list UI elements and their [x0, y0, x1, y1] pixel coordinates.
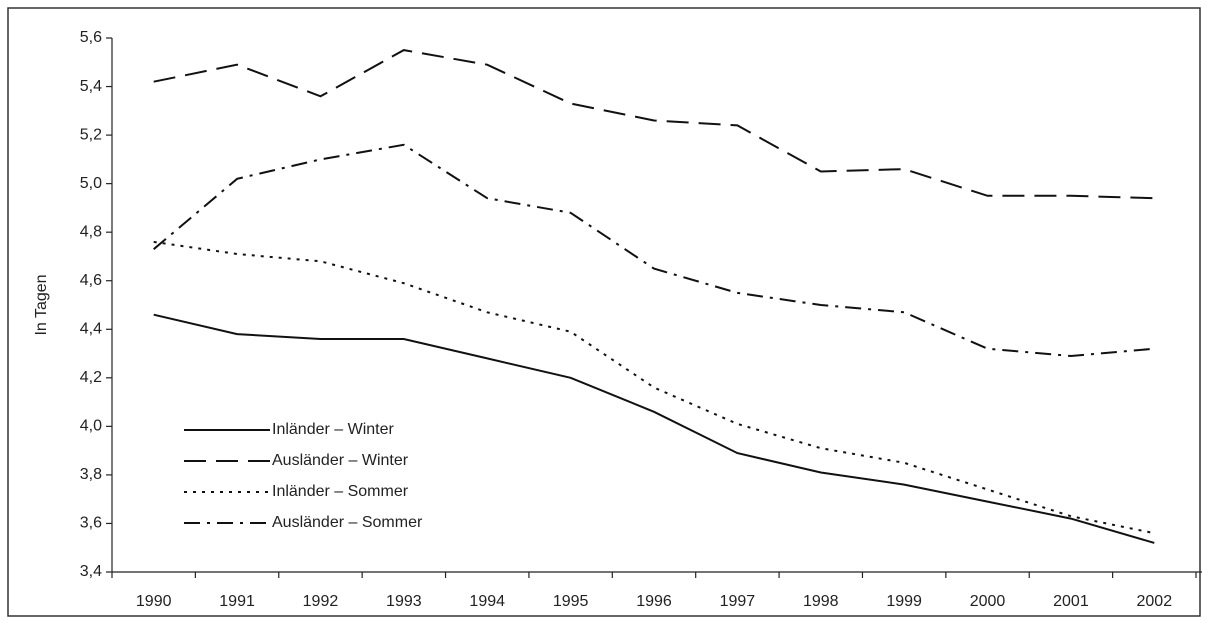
- y-tick-label: 5,4: [80, 78, 102, 95]
- line-series: [153, 49, 1155, 200]
- legend-label: Inländer – Sommer: [272, 483, 409, 500]
- line-series: [153, 143, 1155, 358]
- y-tick-label: 3,4: [80, 563, 102, 580]
- x-tick-label: 1990: [136, 593, 172, 610]
- y-tick-label: 5,6: [80, 29, 102, 46]
- x-tick-label: 1993: [386, 593, 422, 610]
- x-tick-label: 1999: [886, 593, 922, 610]
- x-tick-label: 1995: [553, 593, 589, 610]
- frame: [7, 7, 1201, 617]
- x-tick-label: 1994: [469, 593, 505, 610]
- x-tick-label: 2001: [1053, 593, 1089, 610]
- x-tick-label: 1996: [636, 593, 672, 610]
- y-tick-label: 4,4: [80, 320, 102, 337]
- x-tick-label: 2000: [970, 593, 1006, 610]
- x-tick-label: 1992: [303, 593, 339, 610]
- x-tick-label: 1998: [803, 593, 839, 610]
- legend-label: Inländer – Winter: [272, 421, 395, 438]
- y-tick-label: 4,2: [80, 369, 102, 386]
- y-tick-label: 5,2: [80, 126, 102, 143]
- y-axis-label: In Tagen: [33, 274, 50, 335]
- y-tick-label: 3,8: [80, 466, 102, 483]
- x-tick-label: 1991: [219, 593, 255, 610]
- x-tick-label: 2002: [1137, 593, 1173, 610]
- line-series: [153, 313, 1155, 544]
- legend-label: Ausländer – Sommer: [272, 514, 423, 531]
- x-tick-label: 1997: [720, 593, 756, 610]
- y-tick-label: 3,6: [80, 515, 102, 532]
- y-tick-label: 4,6: [80, 272, 102, 289]
- y-tick-label: 5,0: [80, 175, 102, 192]
- y-tick-label: 4,8: [80, 223, 102, 240]
- legend-label: Ausländer – Winter: [272, 452, 409, 469]
- y-tick-label: 4,0: [80, 418, 102, 435]
